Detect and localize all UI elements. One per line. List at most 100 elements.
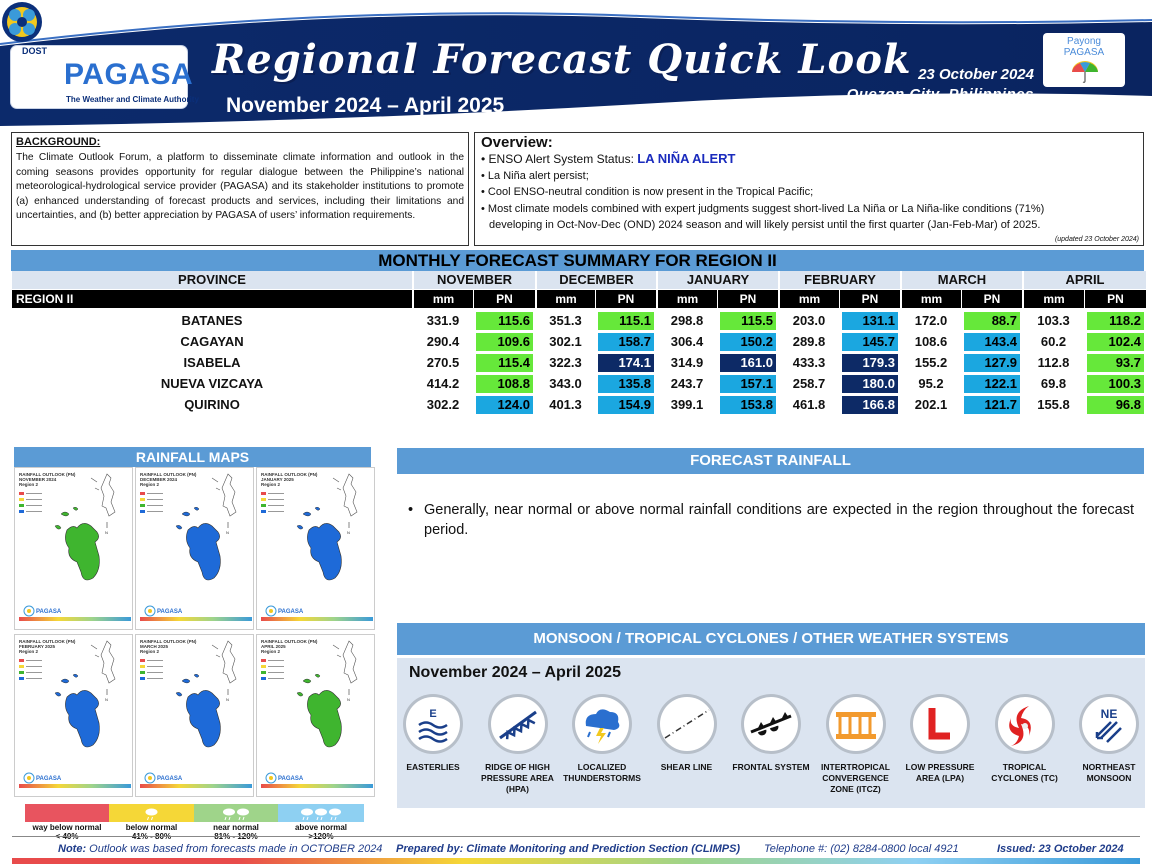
- map-caption-line: Region 2: [19, 649, 39, 654]
- overview-bullet: • La Niña alert persist;: [481, 169, 589, 182]
- month-header: NOVEMBER: [414, 271, 535, 289]
- map-caption-line: Region 2: [140, 649, 160, 654]
- pn-value: 174.1: [598, 354, 654, 372]
- thunderstorm-icon: [572, 694, 632, 754]
- forecast-rainfall-text: Generally, near normal or above normal r…: [424, 502, 1134, 538]
- map-caption-line: RAINFALL OUTLOOK (PN): [140, 472, 197, 477]
- pn-value: 150.2: [720, 333, 776, 351]
- legend-swatch: [25, 804, 109, 822]
- pn-value: 166.8: [842, 396, 898, 414]
- map-caption: RAINFALL OUTLOOK (PN) JANUARY 2025 Region …: [261, 472, 317, 487]
- footer-divider: [12, 836, 1140, 837]
- month-header: DECEMBER: [537, 271, 656, 289]
- mm-value: 258.7: [792, 376, 826, 391]
- mm-value: 306.4: [670, 334, 704, 349]
- pn-header: PN: [1085, 290, 1146, 308]
- mm-header: mm: [537, 290, 595, 308]
- legend-label: near normal: [213, 823, 259, 832]
- weather-system-label: LOCALIZED THUNDERSTORMS: [563, 762, 641, 783]
- rain-level-icon: [223, 808, 249, 821]
- legend-range: >120%: [278, 832, 364, 842]
- pn-value: 180.0: [842, 375, 898, 393]
- pn-value: 115.1: [598, 312, 654, 330]
- mm-value: 203.0: [792, 313, 826, 328]
- pn-value: 115.5: [720, 312, 776, 330]
- mm-value: 461.8: [792, 397, 826, 412]
- pn-value: 102.4: [1087, 333, 1144, 351]
- background-text: The Climate Outlook Forum, a platform to…: [16, 152, 464, 221]
- pn-value: 131.1: [842, 312, 898, 330]
- pagasa-logo: [11, 46, 187, 108]
- footer-note-label: Note:: [58, 843, 87, 855]
- rainfall-map: RAINFALL OUTLOOK (PN) DECEMBER 2024 Region…: [135, 467, 254, 630]
- weather-system-label: NORTHEAST MONSOON: [1082, 762, 1136, 783]
- mm-value: 433.3: [792, 355, 826, 370]
- legend-swatch: [194, 804, 278, 822]
- bullet-icon: •: [408, 502, 414, 518]
- pn-value: 96.8: [1087, 396, 1144, 414]
- mm-header: mm: [658, 290, 717, 308]
- footer-note: Note: Outlook was based from forecasts m…: [58, 843, 382, 855]
- month-header: APRIL: [1024, 271, 1146, 289]
- pn-value: 115.4: [476, 354, 533, 372]
- mm-value: 289.8: [792, 334, 826, 349]
- legend-range: 81% - 120%: [194, 832, 278, 842]
- pn-value: 121.7: [964, 396, 1020, 414]
- footer-issued: Issued: 23 October 2024: [997, 843, 1124, 855]
- pn-value: 153.8: [720, 396, 776, 414]
- rain-level-icon: [25, 804, 109, 822]
- weather-system-label: FRONTAL SYSTEM: [732, 762, 810, 772]
- province-header: PROVINCE: [12, 271, 412, 289]
- svg-text:PAGASA: PAGASA: [36, 776, 62, 782]
- pn-value: 109.6: [476, 333, 533, 351]
- pn-value: 135.8: [598, 375, 654, 393]
- pn-value: 118.2: [1087, 312, 1144, 330]
- rainfall-map: RAINFALL OUTLOOK (PN) JANUARY 2025 Region …: [256, 467, 375, 630]
- month-header: MARCH: [902, 271, 1022, 289]
- pn-header: PN: [474, 290, 535, 308]
- mm-value: 351.3: [549, 313, 582, 328]
- dost-label: DOST: [22, 46, 48, 56]
- enso-status-line: • ENSO Alert System Status: LA NIÑA ALER…: [481, 151, 1137, 168]
- map-caption-line: JANUARY 2025: [261, 477, 294, 482]
- rainfall-map: RAINFALL OUTLOOK (PN) NOVEMBER 2024 Region…: [14, 467, 133, 630]
- weather-system-label: SHEAR LINE: [660, 762, 713, 772]
- province-name: BATANES: [181, 313, 243, 328]
- mm-value: 331.9: [426, 313, 460, 328]
- pn-value: 88.7: [964, 312, 1020, 330]
- issue-date: 23 October 2024: [918, 66, 1034, 83]
- page-title: Regional Forecast Quick Look: [212, 36, 912, 83]
- footer-telephone: Telephone #: (02) 8284-0800 local 4921: [764, 843, 959, 855]
- mm-value: 401.3: [549, 397, 582, 412]
- overview-bullet: • Cool ENSO-neutral condition is now pre…: [481, 186, 814, 198]
- table-title: MONTHLY FORECAST SUMMARY FOR REGION II: [11, 250, 1144, 271]
- mm-value: 270.5: [426, 355, 460, 370]
- map-caption: RAINFALL OUTLOOK (PN) DECEMBER 2024 Region…: [140, 472, 196, 487]
- mm-value: 69.8: [1040, 376, 1067, 391]
- svg-text:PAGASA: PAGASA: [278, 776, 304, 782]
- background-title: BACKGROUND:: [16, 136, 101, 148]
- pn-value: 115.6: [476, 312, 533, 330]
- mm-header: mm: [414, 290, 473, 308]
- overview-section: Overview: • ENSO Alert System Status: LA…: [474, 132, 1144, 246]
- rain-level-icon: [301, 808, 341, 821]
- month-header: JANUARY: [658, 271, 778, 289]
- map-graphic: N PAGASA: [19, 640, 131, 788]
- pn-header: PN: [962, 290, 1022, 308]
- northeast-monsoon-icon: NE: [1079, 694, 1139, 754]
- map-graphic: N PAGASA: [261, 473, 373, 621]
- overview-title: Overview:: [481, 134, 553, 151]
- svg-text:N: N: [105, 530, 108, 535]
- umbrella-icon: [1072, 61, 1098, 83]
- pagasa-emblem-icon: [2, 2, 42, 42]
- legend-label: way below normal: [32, 823, 102, 832]
- map-graphic: N PAGASA: [140, 473, 252, 621]
- map-graphic: N PAGASA: [140, 640, 252, 788]
- map-caption-line: RAINFALL OUTLOOK (PN): [140, 639, 197, 644]
- mm-value: 290.4: [426, 334, 460, 349]
- shear-line-icon: [656, 694, 717, 754]
- footer-note-text: Outlook was based from forecasts made in…: [86, 843, 383, 855]
- header-banner: DOST PAGASA The Weather and Climate Auth…: [0, 0, 1152, 130]
- weather-system-label: RIDGE OF HIGH PRESSURE AREA (HPA): [481, 762, 554, 794]
- mm-value: 302.1: [549, 334, 582, 349]
